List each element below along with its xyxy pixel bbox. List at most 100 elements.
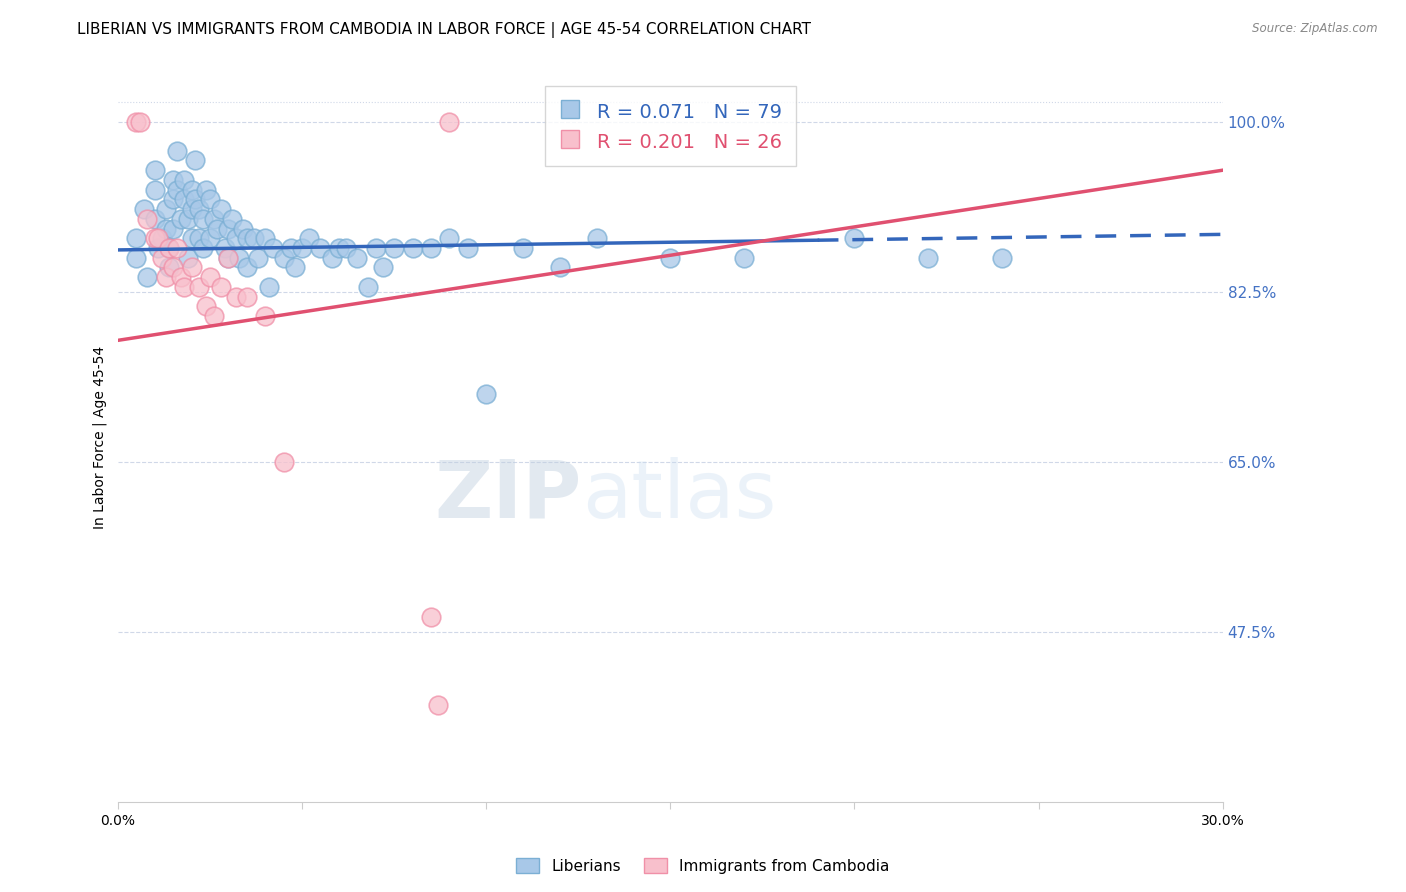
Point bbox=[585, 231, 607, 245]
Point bbox=[155, 221, 177, 235]
Y-axis label: In Labor Force | Age 45-54: In Labor Force | Age 45-54 bbox=[93, 346, 107, 529]
Point bbox=[202, 309, 225, 323]
Point bbox=[209, 202, 232, 216]
Point bbox=[180, 202, 202, 216]
Point bbox=[143, 183, 166, 197]
Legend: R = 0.071   N = 79, R = 0.201   N = 26: R = 0.071 N = 79, R = 0.201 N = 26 bbox=[544, 87, 796, 166]
Point bbox=[150, 231, 173, 245]
Point bbox=[188, 202, 211, 216]
Point bbox=[195, 299, 218, 313]
Text: atlas: atlas bbox=[582, 457, 776, 535]
Point bbox=[321, 251, 343, 265]
Point bbox=[169, 211, 191, 226]
Point bbox=[184, 153, 207, 168]
Point bbox=[273, 455, 295, 469]
Point bbox=[132, 202, 155, 216]
Point bbox=[659, 251, 682, 265]
Point bbox=[328, 241, 350, 255]
Point bbox=[155, 270, 177, 285]
Point bbox=[280, 241, 302, 255]
Point bbox=[159, 241, 181, 255]
Point bbox=[246, 251, 269, 265]
Point bbox=[184, 193, 207, 207]
Point bbox=[401, 241, 423, 255]
Point bbox=[512, 241, 534, 255]
Point bbox=[225, 231, 247, 245]
Point bbox=[209, 280, 232, 294]
Point bbox=[254, 309, 277, 323]
Point bbox=[129, 114, 152, 128]
Point bbox=[166, 183, 188, 197]
Point bbox=[221, 211, 243, 226]
Point bbox=[439, 114, 461, 128]
Point bbox=[232, 221, 254, 235]
Point bbox=[254, 231, 277, 245]
Point bbox=[202, 211, 225, 226]
Point bbox=[159, 241, 181, 255]
Point bbox=[371, 260, 394, 275]
Point bbox=[309, 241, 332, 255]
Point bbox=[475, 386, 498, 401]
Point bbox=[195, 183, 218, 197]
Point bbox=[198, 231, 221, 245]
Point bbox=[457, 241, 479, 255]
Point bbox=[335, 241, 357, 255]
Point bbox=[844, 231, 866, 245]
Point bbox=[236, 231, 259, 245]
Point bbox=[346, 251, 368, 265]
Legend: Liberians, Immigrants from Cambodia: Liberians, Immigrants from Cambodia bbox=[510, 852, 896, 880]
Point bbox=[136, 270, 159, 285]
Point bbox=[166, 144, 188, 158]
Point bbox=[236, 289, 259, 303]
Point bbox=[198, 193, 221, 207]
Point bbox=[159, 260, 181, 275]
Point bbox=[228, 251, 250, 265]
Point bbox=[143, 163, 166, 178]
Point bbox=[166, 241, 188, 255]
Text: LIBERIAN VS IMMIGRANTS FROM CAMBODIA IN LABOR FORCE | AGE 45-54 CORRELATION CHAR: LIBERIAN VS IMMIGRANTS FROM CAMBODIA IN … bbox=[77, 22, 811, 38]
Point bbox=[173, 173, 195, 187]
Point bbox=[180, 260, 202, 275]
Point bbox=[177, 211, 200, 226]
Point bbox=[217, 251, 239, 265]
Point bbox=[262, 241, 284, 255]
Point bbox=[284, 260, 307, 275]
Point bbox=[143, 231, 166, 245]
Point bbox=[150, 251, 173, 265]
Point bbox=[990, 251, 1012, 265]
Point bbox=[420, 241, 443, 255]
Point bbox=[180, 231, 202, 245]
Point bbox=[162, 193, 184, 207]
Point bbox=[177, 251, 200, 265]
Point bbox=[243, 231, 266, 245]
Point bbox=[214, 241, 236, 255]
Point bbox=[162, 260, 184, 275]
Point bbox=[191, 241, 214, 255]
Point bbox=[257, 280, 280, 294]
Point bbox=[180, 183, 202, 197]
Point bbox=[188, 280, 211, 294]
Point bbox=[420, 610, 443, 624]
Text: ZIP: ZIP bbox=[434, 457, 582, 535]
Point bbox=[217, 221, 239, 235]
Point bbox=[188, 231, 211, 245]
Point bbox=[439, 231, 461, 245]
Point bbox=[169, 270, 191, 285]
Point bbox=[155, 202, 177, 216]
Point bbox=[733, 251, 755, 265]
Point bbox=[236, 260, 259, 275]
Point bbox=[191, 211, 214, 226]
Point bbox=[225, 289, 247, 303]
Point bbox=[148, 231, 170, 245]
Point bbox=[173, 280, 195, 294]
Point bbox=[136, 211, 159, 226]
Point bbox=[207, 221, 229, 235]
Point bbox=[917, 251, 939, 265]
Point bbox=[364, 241, 387, 255]
Point bbox=[125, 251, 148, 265]
Point bbox=[162, 221, 184, 235]
Point bbox=[143, 211, 166, 226]
Point bbox=[291, 241, 314, 255]
Point bbox=[198, 270, 221, 285]
Point bbox=[162, 173, 184, 187]
